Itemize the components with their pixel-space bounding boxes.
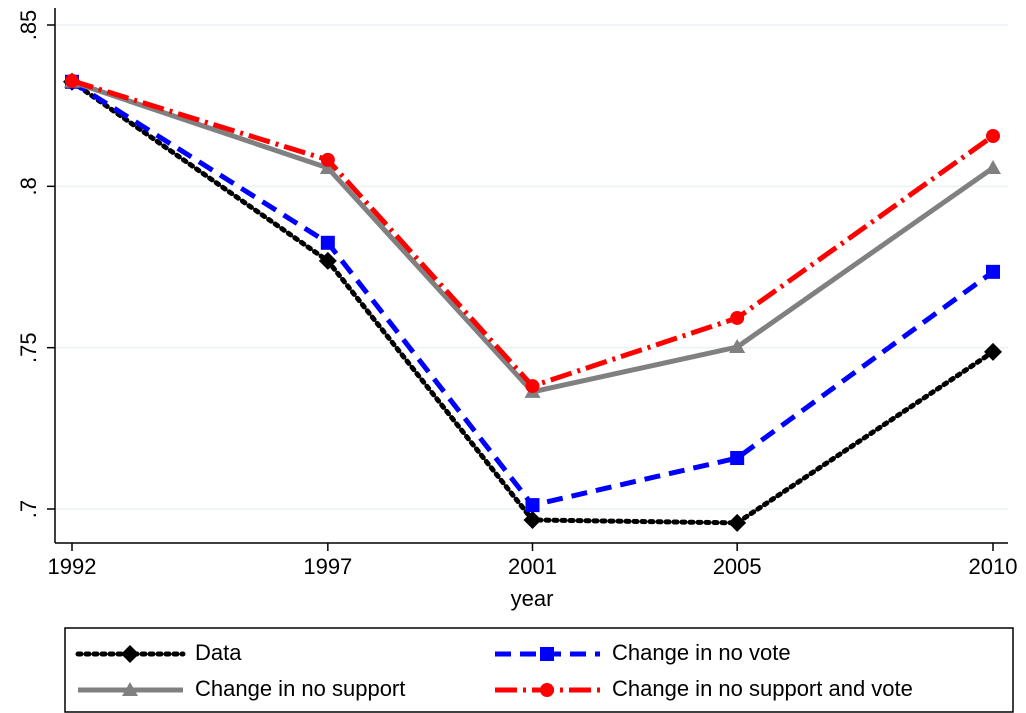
legend-label: Change in no support and vote [612, 676, 913, 701]
marker [728, 513, 747, 532]
marker [984, 342, 1002, 361]
marker [319, 159, 336, 174]
y-tick-label: .7 [16, 500, 41, 518]
marker [986, 128, 1000, 143]
marker [65, 73, 79, 88]
marker [729, 339, 746, 354]
legend-marker [540, 647, 554, 661]
x-tick-label: 2001 [508, 554, 557, 579]
legend-label: Change in no support [195, 676, 405, 701]
legend-marker [121, 645, 139, 663]
y-tick-label: .75 [16, 332, 41, 363]
marker [525, 379, 540, 394]
marker [525, 498, 540, 513]
marker [318, 251, 337, 270]
x-tick-label: 2005 [713, 554, 762, 579]
marker [730, 451, 745, 466]
y-tick-label: .8 [16, 177, 41, 195]
marker [320, 152, 335, 167]
marker [523, 510, 542, 529]
x-tick-label: 2010 [969, 554, 1018, 579]
legend-label: Data [195, 640, 242, 665]
y-tick-label: .85 [16, 10, 41, 41]
marker [320, 235, 335, 250]
marker [986, 264, 1000, 279]
x-tick-label: 1992 [48, 554, 97, 579]
legend-marker [122, 682, 138, 696]
x-axis-title: year [511, 586, 554, 611]
legend-marker [540, 683, 554, 697]
marker [730, 310, 745, 325]
legend-label: Change in no vote [612, 640, 791, 665]
x-tick-label: 1997 [303, 554, 352, 579]
legend-box [64, 627, 1014, 713]
marker [985, 159, 1001, 174]
